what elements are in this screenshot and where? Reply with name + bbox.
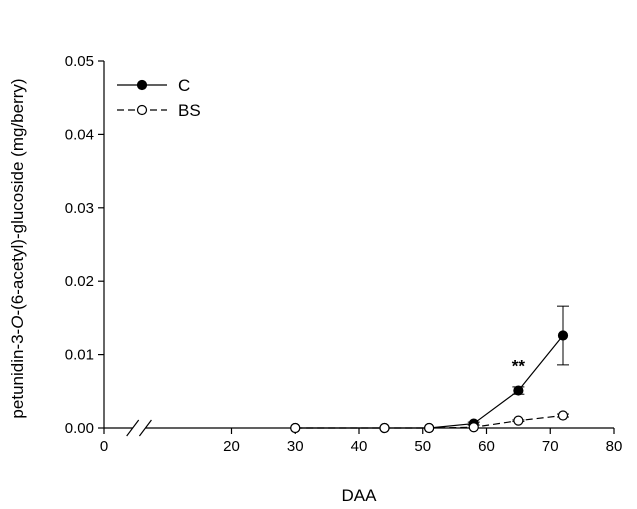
ticks: 0 20 30 40 50 60 70 80 0.00 0.01 0.02 0.03 0.04 0.05 xyxy=(65,53,623,455)
legend-marker xyxy=(136,104,148,116)
x-axis-title: DAA xyxy=(342,486,378,505)
legend: C BS xyxy=(117,76,201,120)
axis-break-mark xyxy=(126,419,140,437)
x-tick-label: 50 xyxy=(414,438,431,455)
y-axis-title: petunidin-3-O-(6-acetyl)-glucoside (mg/b… xyxy=(8,78,27,418)
x-tick-label: 30 xyxy=(287,438,304,455)
y-tick-label: 0.00 xyxy=(65,420,94,437)
axis-break-mark xyxy=(138,419,152,437)
series-c xyxy=(290,305,569,434)
data-point xyxy=(468,422,479,433)
y-tick-label: 0.03 xyxy=(65,200,94,217)
legend-label: C xyxy=(178,76,190,95)
legend-marker xyxy=(136,79,148,91)
data-point xyxy=(557,410,569,421)
legend-item-c: C xyxy=(117,76,190,95)
data-point xyxy=(513,415,524,426)
y-axis-title-part: petunidin-3- xyxy=(8,329,27,419)
y-tick-label: 0.05 xyxy=(65,53,94,70)
y-axis-title-part: -(6-acetyl)-glucoside (mg/berry) xyxy=(8,78,27,315)
x-tick-label: 40 xyxy=(351,438,368,455)
y-tick-label: 0.02 xyxy=(65,273,94,290)
x-tick-label: 80 xyxy=(606,438,623,455)
data-point xyxy=(513,385,524,396)
series-line xyxy=(295,335,564,429)
series-bs xyxy=(290,410,569,434)
series-layer: ** xyxy=(290,305,569,434)
y-axis-title-part: O xyxy=(8,316,27,329)
x-tick-label: 20 xyxy=(223,438,240,455)
x-tick-label: 0 xyxy=(100,438,108,455)
legend-label: BS xyxy=(178,101,201,120)
y-tick-label: 0.01 xyxy=(65,347,94,364)
series-line xyxy=(295,414,564,429)
data-point xyxy=(557,330,569,341)
data-point xyxy=(424,422,435,434)
y-tick-label: 0.04 xyxy=(65,126,94,143)
x-tick-label: 70 xyxy=(542,438,559,455)
data-point xyxy=(379,422,390,434)
x-tick-label: 60 xyxy=(478,438,495,455)
significance-annotation: ** xyxy=(512,357,526,376)
legend-item-bs: BS xyxy=(117,101,201,120)
data-point xyxy=(290,422,301,434)
